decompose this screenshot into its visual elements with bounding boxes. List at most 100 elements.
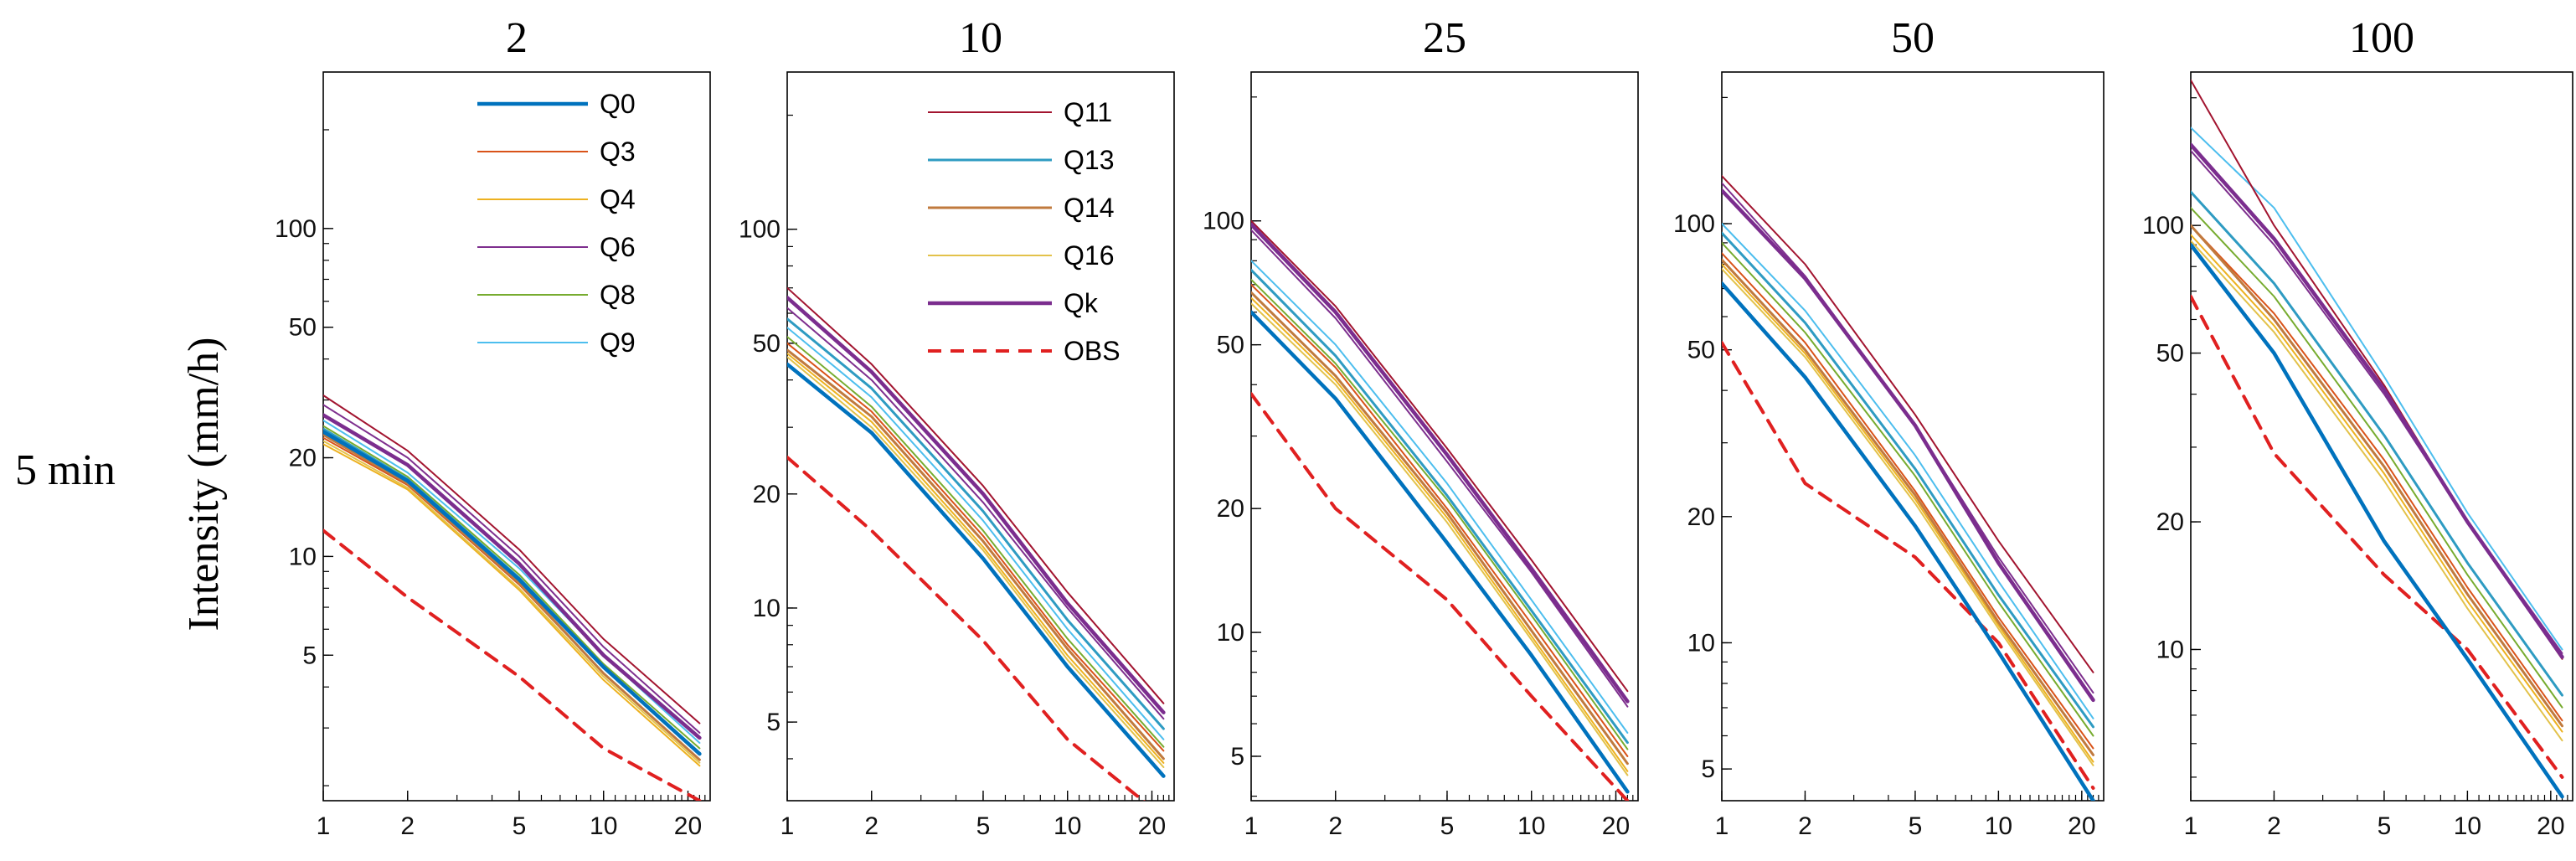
series-line-q14 bbox=[323, 433, 701, 761]
series-line-q4 bbox=[323, 443, 701, 767]
legend-label-qk: Qk bbox=[1064, 288, 1099, 318]
x-tick-label: 20 bbox=[2068, 812, 2095, 840]
axes-frame bbox=[1721, 71, 2105, 802]
x-tick-label: 5 bbox=[513, 812, 527, 840]
x-tick-label: 1 bbox=[2184, 812, 2198, 840]
x-tick-label: 20 bbox=[1138, 812, 1166, 840]
x-tick-label: 5 bbox=[2378, 812, 2392, 840]
panel-title: 10 bbox=[959, 14, 1002, 62]
series-line-q11 bbox=[323, 394, 701, 724]
series-line-q9 bbox=[1251, 260, 1629, 734]
series-line-q6 bbox=[323, 404, 701, 734]
series-line-q9 bbox=[787, 327, 1165, 740]
y-tick-label: 20 bbox=[289, 445, 317, 472]
y-tick-label: 20 bbox=[2156, 508, 2184, 536]
series-line-q14 bbox=[2191, 224, 2563, 728]
y-tick-label: 100 bbox=[739, 216, 781, 244]
legend-label-q6: Q6 bbox=[600, 232, 636, 262]
y-tick-label: 100 bbox=[2142, 212, 2184, 240]
x-tick-label: 1 bbox=[781, 812, 795, 840]
series-line-q0 bbox=[787, 362, 1166, 778]
series-line-q16 bbox=[1251, 302, 1629, 776]
panel-title: 2 bbox=[506, 14, 528, 62]
panel-title: 50 bbox=[1891, 14, 1935, 62]
series-group bbox=[323, 394, 702, 801]
legend-label-q16: Q16 bbox=[1064, 240, 1114, 271]
legend-label-q14: Q14 bbox=[1064, 193, 1114, 223]
series-line-q13 bbox=[1722, 231, 2094, 729]
series-line-obs bbox=[2191, 295, 2564, 779]
series-line-qk bbox=[1722, 188, 2095, 703]
series-line-q6 bbox=[1251, 229, 1629, 708]
series-line-q8 bbox=[1251, 278, 1629, 750]
legend-label-q3: Q3 bbox=[600, 137, 636, 167]
series-line-q0 bbox=[323, 430, 702, 756]
series-line-q11 bbox=[2191, 79, 2563, 660]
x-tick-label: 1 bbox=[317, 812, 331, 840]
y-tick-label: 100 bbox=[1203, 208, 1244, 235]
x-tick-label: 2 bbox=[400, 812, 415, 840]
series-line-q16 bbox=[323, 440, 701, 764]
y-tick-label: 20 bbox=[1217, 495, 1244, 523]
series-line-q13 bbox=[2191, 190, 2563, 697]
series-line-q8 bbox=[1722, 241, 2094, 737]
y-tick-label: 20 bbox=[753, 481, 781, 508]
x-tick-label: 20 bbox=[1602, 812, 1630, 840]
series-line-q3 bbox=[1251, 283, 1629, 757]
series-line-q8 bbox=[323, 425, 701, 750]
series-line-obs bbox=[323, 528, 702, 801]
legend-legend_left: Q0 Q3 Q4 Q6 Q8 Q9 bbox=[477, 89, 636, 358]
series-line-q0 bbox=[2191, 243, 2564, 799]
series-line-q13 bbox=[1251, 268, 1629, 745]
y-tick-label: 5 bbox=[766, 709, 781, 736]
y-tick-label: 5 bbox=[302, 642, 317, 669]
y-tick-label: 10 bbox=[2156, 636, 2184, 663]
series-line-q11 bbox=[1251, 219, 1629, 693]
legend-label-q4: Q4 bbox=[600, 184, 636, 214]
panel-title: 100 bbox=[2349, 14, 2414, 62]
panel-2: 2 5 10 20 50 100 1 2 5 10 20 bbox=[275, 14, 711, 840]
y-tick-label: 50 bbox=[1687, 337, 1715, 364]
y-tick-label: 10 bbox=[753, 595, 781, 622]
series-group bbox=[1251, 219, 1630, 801]
x-tick-label: 2 bbox=[864, 812, 878, 840]
y-tick-label: 10 bbox=[289, 543, 317, 570]
series-line-q3 bbox=[2191, 224, 2563, 722]
x-tick-label: 10 bbox=[2454, 812, 2481, 840]
panel-50: 50 5 10 20 50 100 1 2 5 10 20 bbox=[1673, 14, 2105, 840]
series-line-q16 bbox=[787, 356, 1165, 768]
series-line-q4 bbox=[2191, 234, 2563, 733]
y-axis-label: Intensity (mm/h) bbox=[180, 338, 228, 632]
series-line-qk bbox=[1251, 222, 1630, 704]
x-tick-label: 20 bbox=[674, 812, 702, 840]
legend-label-q9: Q9 bbox=[600, 327, 636, 358]
y-tick-label: 50 bbox=[1217, 332, 1244, 359]
axes-frame bbox=[2190, 71, 2573, 802]
y-tick-label: 50 bbox=[2156, 340, 2184, 368]
y-tick-label: 50 bbox=[289, 314, 317, 342]
series-line-q11 bbox=[1722, 175, 2094, 673]
x-tick-label: 2 bbox=[1328, 812, 1342, 840]
series-line-q8 bbox=[2191, 207, 2563, 709]
series-line-obs bbox=[1251, 392, 1630, 801]
series-line-q14 bbox=[1251, 291, 1629, 766]
legend-label-q13: Q13 bbox=[1064, 145, 1114, 175]
x-tick-label: 10 bbox=[1517, 812, 1545, 840]
x-tick-label: 10 bbox=[590, 812, 617, 840]
panel-100: 100 10 20 50 100 1 2 5 10 20 bbox=[2142, 14, 2573, 840]
y-tick-label: 10 bbox=[1217, 619, 1244, 647]
series-line-q14 bbox=[787, 348, 1165, 760]
x-tick-label: 1 bbox=[1244, 812, 1259, 840]
x-tick-label: 10 bbox=[1985, 812, 2012, 840]
series-line-q4 bbox=[787, 353, 1165, 764]
series-line-obs bbox=[787, 456, 1146, 801]
series-line-q16 bbox=[1722, 268, 2094, 766]
panel-10: 10 5 10 20 50 100 1 2 5 10 20 bbox=[739, 14, 1175, 840]
series-line-q3 bbox=[787, 342, 1165, 752]
series-group bbox=[1722, 175, 2095, 801]
y-tick-label: 50 bbox=[753, 330, 781, 358]
x-tick-label: 1 bbox=[1715, 812, 1729, 840]
